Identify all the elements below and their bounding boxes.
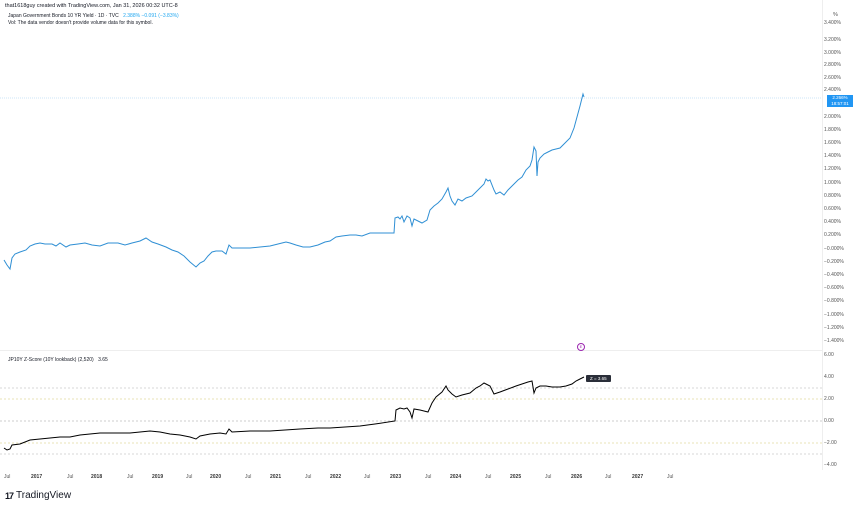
x-tick: Jul: [667, 474, 674, 480]
x-tick: Jul: [545, 474, 552, 480]
symbol-values: 2.388% −0.091 (−3.83%): [123, 13, 179, 19]
y-tick: 1.400%: [824, 153, 841, 159]
x-tick: 2026: [571, 474, 583, 480]
y-tick: 1.800%: [824, 127, 841, 133]
pane-separator[interactable]: [0, 350, 822, 351]
tradingview-logo-text: TradingView: [16, 490, 72, 501]
y-tick: −0.200%: [824, 259, 844, 265]
y-tick: 6.00: [824, 352, 834, 358]
y-tick: −0.600%: [824, 285, 844, 291]
y-tick: 2.600%: [824, 75, 841, 81]
x-tick: Jul: [605, 474, 612, 480]
attribution: that1618guy created with TradingView.com…: [5, 3, 178, 9]
x-tick: Jul: [67, 474, 74, 480]
y-tick: −0.000%: [824, 246, 844, 252]
last-price-value: 2.266%: [832, 95, 848, 100]
y-tick: 1.600%: [824, 140, 841, 146]
y-tick: 0.600%: [824, 206, 841, 212]
yield-line: [3, 92, 585, 271]
y-tick: 0.00: [824, 418, 834, 424]
y-tick: 1.000%: [824, 180, 841, 186]
x-tick: 2020: [210, 474, 222, 480]
volume-note: Vol: The data vendor doesn't provide vol…: [8, 20, 153, 26]
zscore-line: [3, 376, 585, 451]
y-tick: 0.800%: [824, 193, 841, 199]
y-tick: −0.800%: [824, 298, 844, 304]
x-tick: Jul: [305, 474, 312, 480]
y-tick: 1.200%: [824, 166, 841, 172]
indicator-value: 3.65: [98, 357, 108, 363]
x-tick: Jul: [425, 474, 432, 480]
x-tick: 2023: [390, 474, 402, 480]
y-tick: 4.00: [824, 374, 834, 380]
y-tick: 2.400%: [824, 87, 841, 93]
y-tick: −1.000%: [824, 312, 844, 318]
y-tick: 2.800%: [824, 62, 841, 68]
y-tick: −2.00: [824, 440, 837, 446]
tradingview-logo[interactable]: 17 TradingView: [5, 490, 71, 501]
symbol-label: Japan Government Bonds 10 YR Yield · 1D …: [8, 13, 119, 19]
y-tick: −4.00: [824, 462, 837, 468]
x-tick: 2024: [450, 474, 462, 480]
x-tick: 2027: [632, 474, 644, 480]
indicator-name: JP10Y Z-Score (10Y lookback) (2,520): [8, 357, 94, 363]
y-tick: 3.200%: [824, 37, 841, 43]
x-tick: Jul: [364, 474, 371, 480]
unit-label: %: [833, 12, 838, 18]
x-tick: Jul: [186, 474, 193, 480]
x-tick: 2022: [330, 474, 342, 480]
last-price-tag: 2.266% 18:57:01: [827, 95, 853, 107]
axis-separator: [822, 0, 823, 470]
y-tick: 2.00: [824, 396, 834, 402]
y-tick: 0.400%: [824, 219, 841, 225]
x-tick: 2025: [510, 474, 522, 480]
y-tick: −1.200%: [824, 325, 844, 331]
main-legend[interactable]: Japan Government Bonds 10 YR Yield · 1D …: [8, 13, 179, 19]
x-tick: Jul: [485, 474, 492, 480]
y-tick: 2.000%: [824, 114, 841, 120]
x-tick: 2019: [152, 474, 164, 480]
indicator-axis[interactable]: 6.00 4.00 2.00 0.00 −2.00 −4.00: [822, 350, 860, 470]
indicator-legend[interactable]: JP10Y Z-Score (10Y lookback) (2,520) 3.6…: [8, 357, 108, 363]
x-tick: 2021: [270, 474, 282, 480]
x-tick: 2017: [31, 474, 43, 480]
x-tick: Jul: [127, 474, 134, 480]
countdown: 18:57:01: [831, 101, 849, 106]
earnings-event-icon[interactable]: E: [577, 343, 585, 351]
y-tick: 3.000%: [824, 50, 841, 56]
y-tick: −0.400%: [824, 272, 844, 278]
price-axis[interactable]: 3.400% 3.200% 3.000% 2.800% 2.600% 2.400…: [822, 0, 860, 350]
zscore-tag: Z = 3.65: [586, 375, 611, 382]
y-tick: 3.400%: [824, 20, 841, 26]
x-tick: 2018: [91, 474, 103, 480]
tradingview-logo-icon: 17: [5, 490, 14, 501]
time-axis[interactable]: Jul 2017 Jul 2018 Jul 2019 Jul 2020 Jul …: [0, 474, 822, 484]
y-tick: 0.200%: [824, 232, 841, 238]
y-tick: −1.400%: [824, 338, 844, 344]
x-tick: Jul: [245, 474, 252, 480]
x-tick: Jul: [4, 474, 11, 480]
